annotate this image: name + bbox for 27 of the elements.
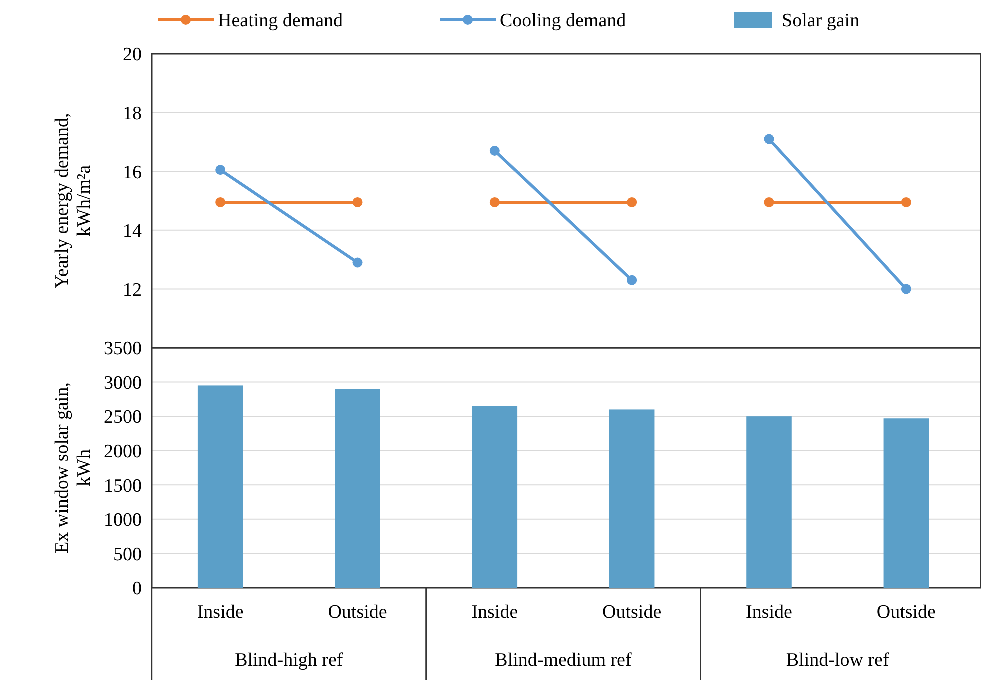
y-tick-label: 3500 [104,338,142,360]
text: Blind-medium ref [495,650,632,671]
x-tick-label: Inside [472,602,518,623]
y-tick-label: 1000 [104,510,142,532]
y-tick-label: 2500 [104,407,142,428]
x-tick-label: Outside [876,602,936,623]
y-tick-label: 1500 [104,476,142,497]
y-tick-label: 20 [123,44,142,66]
x-tick-label: Inside [746,602,792,623]
y-tick-label: 16 [123,162,142,184]
legend-label: Solar gain [782,10,860,32]
y-tick-label: 12 [123,280,142,301]
y-tick-label: 18 [123,103,142,124]
x-tick-label: Outside [328,602,388,623]
x-tick-label: Inside [197,602,244,623]
x-tick-label: Outside [602,602,662,623]
y-tick-label: 2000 [104,442,142,463]
legend-label: Cooling demand [500,10,627,32]
y-tick-label: 3000 [104,372,142,394]
text: Blind-high ref [235,650,344,671]
y-axis-title: Ex window solar gain, kWh [52,382,96,554]
y-tick-label: 0 [132,578,142,600]
y-axis-title: Yearly energy demand, kWh/m²a [52,113,96,289]
y-tick-label: 500 [114,544,142,566]
legend-label: Heating demand [218,10,344,32]
y-tick-label: 14 [123,221,142,242]
text: Blind-low ref [786,650,890,671]
